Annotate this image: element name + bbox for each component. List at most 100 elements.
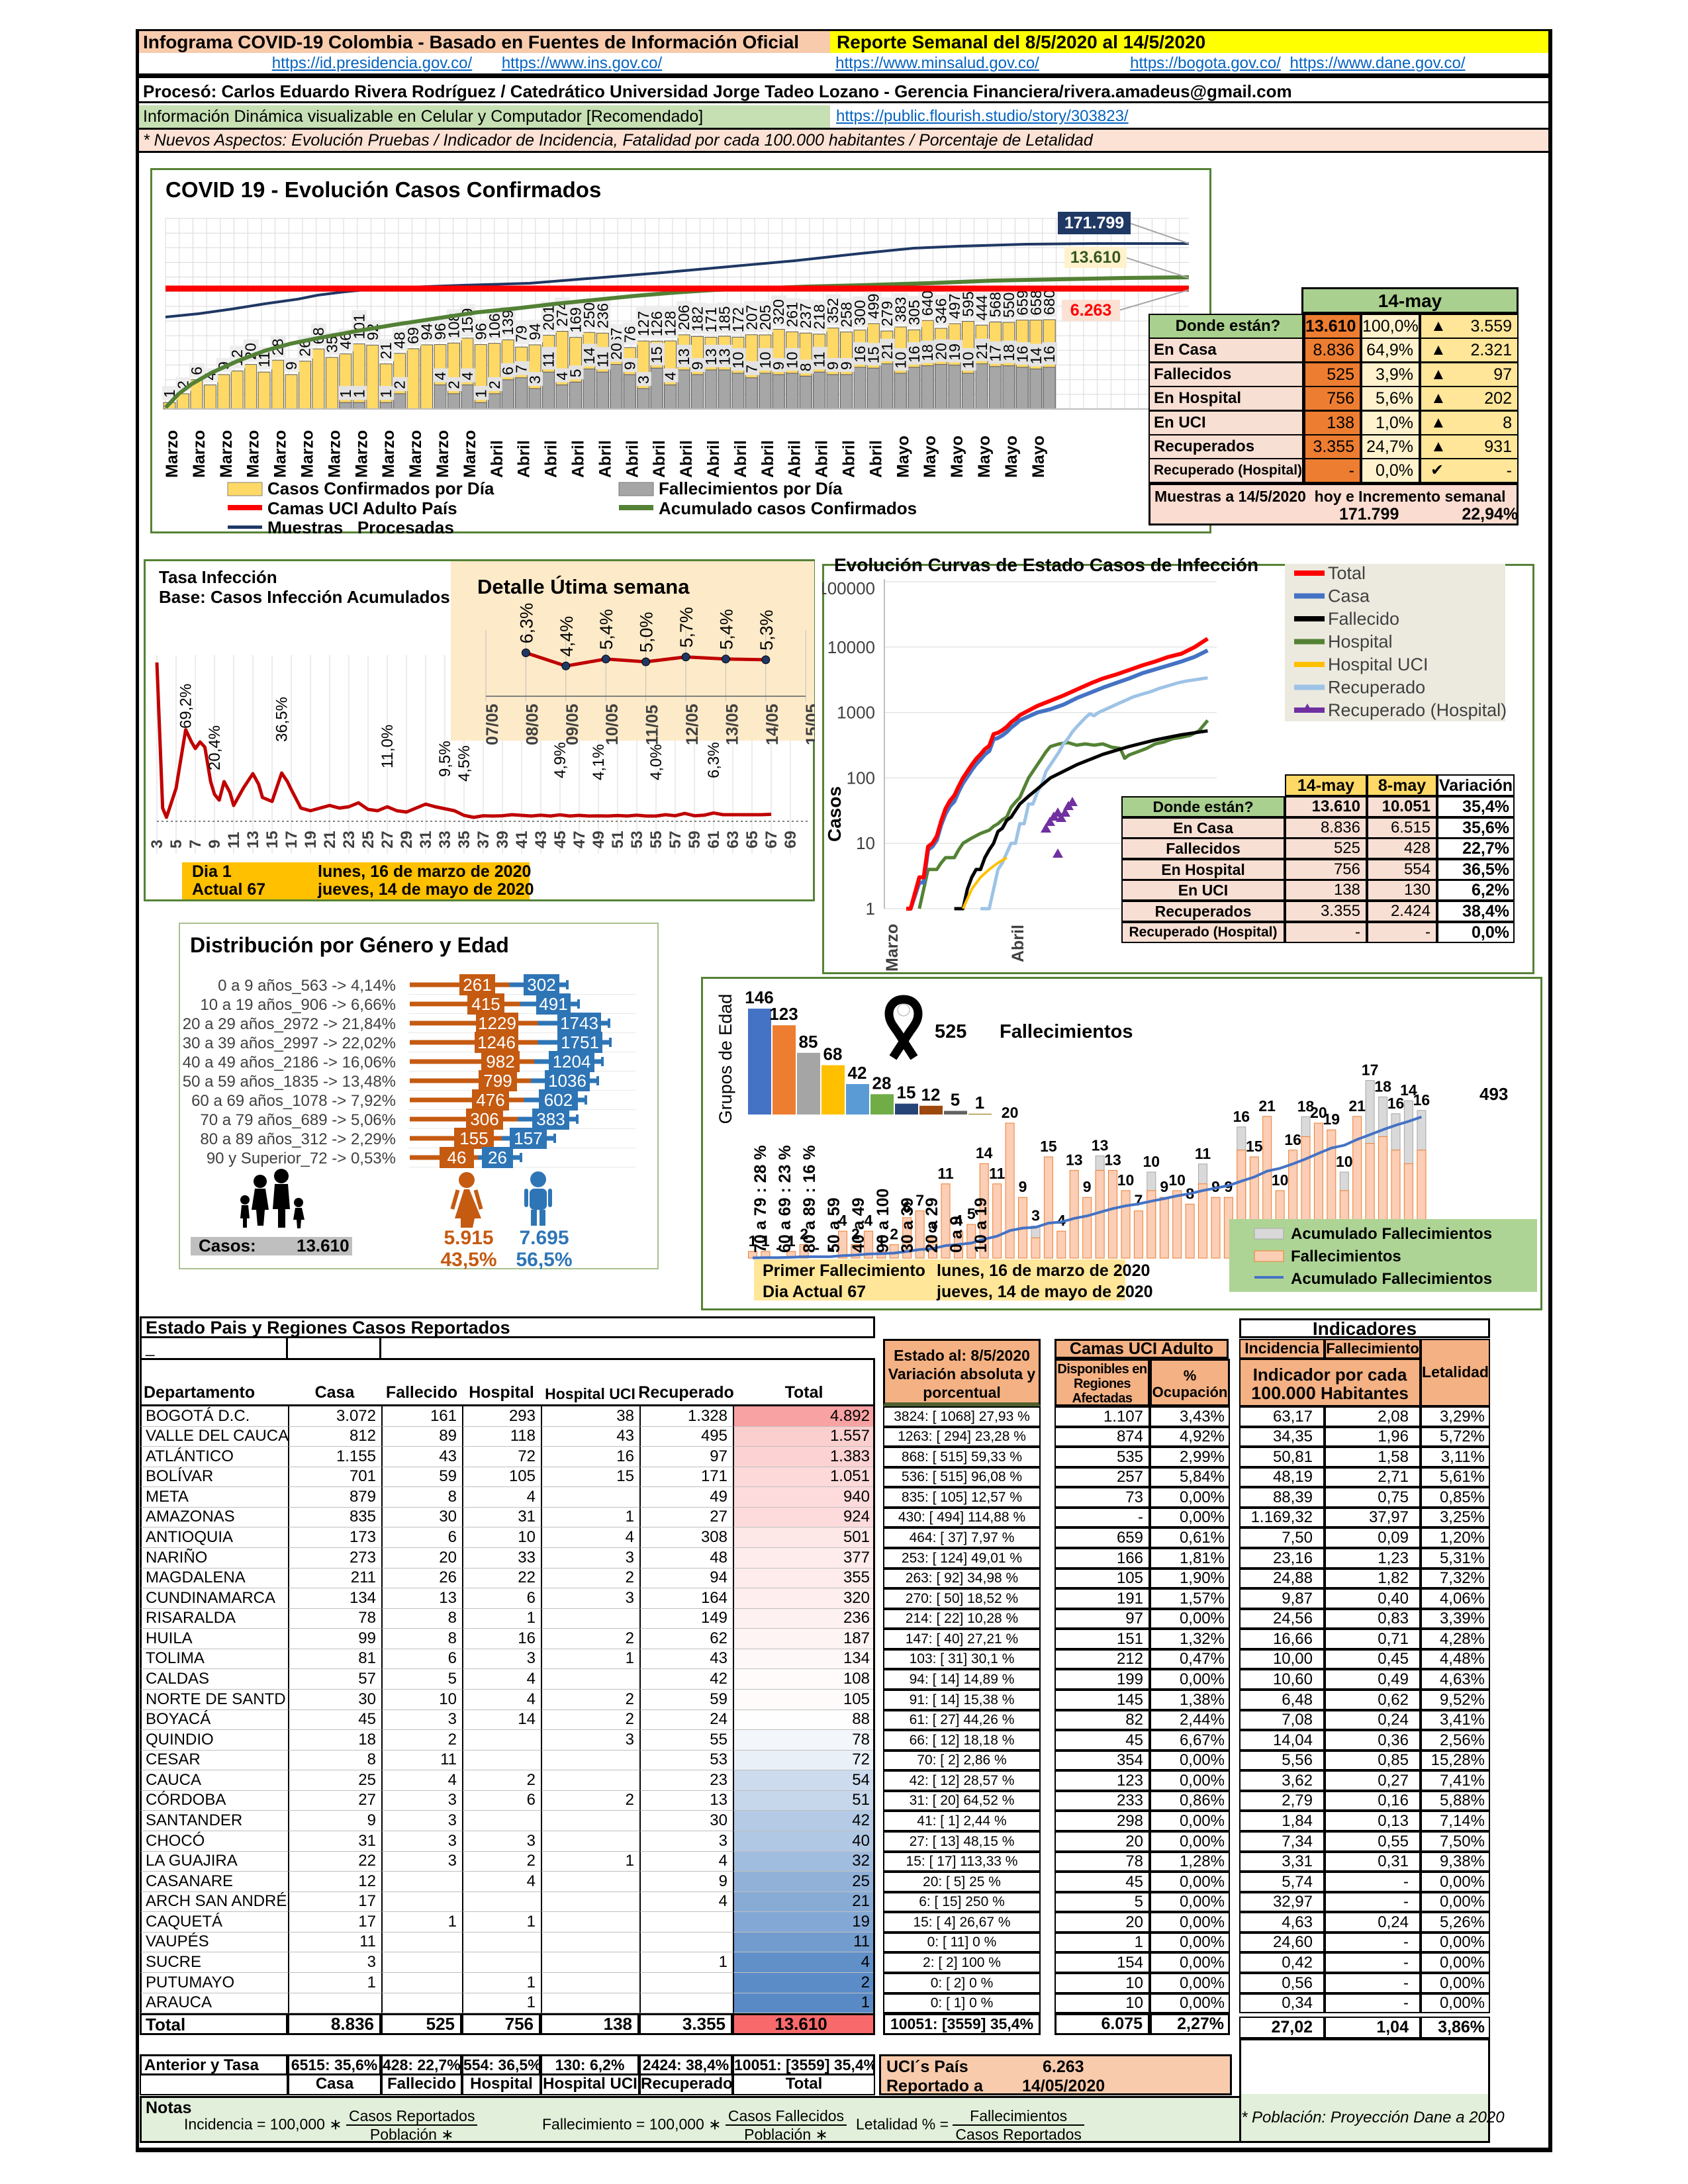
svg-text:36,5%: 36,5%	[273, 697, 291, 742]
svg-text:35: 35	[455, 831, 473, 848]
svg-text:100000: 100000	[822, 578, 875, 598]
svg-text:11: 11	[937, 1165, 954, 1182]
svg-text:Marzo: Marzo	[217, 430, 236, 478]
svg-text:Abril: Abril	[542, 440, 561, 478]
svg-text:7: 7	[513, 365, 530, 373]
svg-text:14: 14	[581, 347, 598, 365]
svg-text:1229: 1229	[478, 1013, 516, 1033]
svg-text:12/05: 12/05	[683, 704, 702, 745]
svg-text:602: 602	[544, 1090, 573, 1110]
svg-text:3: 3	[526, 375, 543, 384]
svg-text:57: 57	[667, 831, 684, 848]
svg-text:320: 320	[770, 299, 787, 324]
svg-text:lunes, 16 de marzo de 2020: lunes, 16 de marzo de 2020	[318, 862, 531, 881]
svg-text:155: 155	[459, 1128, 488, 1148]
svg-text:80 a 89 : 16 %: 80 a 89 : 16 %	[800, 1145, 819, 1253]
svg-text:16: 16	[1041, 345, 1058, 363]
svg-text:50 a 59: 50 a 59	[825, 1198, 843, 1253]
svg-text:96: 96	[432, 323, 449, 340]
svg-text:18: 18	[1000, 344, 1017, 361]
svg-text:Abril: Abril	[650, 440, 669, 478]
svg-text:476: 476	[476, 1090, 504, 1110]
svg-text:13: 13	[1092, 1136, 1109, 1154]
svg-text:4,0%: 4,0%	[647, 744, 665, 780]
svg-text:-: -	[827, 1239, 833, 1256]
svg-text:15: 15	[865, 347, 882, 364]
svg-text:Dia 1: Dia 1	[192, 862, 232, 881]
svg-text:13: 13	[675, 348, 692, 365]
svg-text:5,0%: 5,0%	[637, 612, 657, 653]
svg-text:15/05: 15/05	[803, 704, 815, 745]
svg-text:9: 9	[1160, 1178, 1168, 1195]
svg-text:15: 15	[1040, 1138, 1057, 1155]
svg-text:Abril: Abril	[677, 440, 696, 478]
svg-text:1: 1	[472, 389, 489, 398]
svg-text:11: 11	[1195, 1145, 1211, 1162]
svg-text:106: 106	[486, 313, 503, 338]
svg-text:Acumulado Fallecimientos: Acumulado Fallecimientos	[1291, 1225, 1492, 1243]
svg-text:Abril: Abril	[867, 440, 885, 478]
svg-text:525: 525	[935, 1021, 966, 1042]
svg-text:4: 4	[553, 372, 571, 381]
svg-text:Mayo: Mayo	[975, 435, 994, 478]
svg-text:Fallecimientos: Fallecimientos	[1000, 1021, 1133, 1042]
svg-text:Abril: Abril	[759, 440, 777, 478]
svg-text:21: 21	[973, 342, 990, 359]
svg-text:2: 2	[391, 381, 408, 389]
svg-text:7: 7	[743, 365, 760, 373]
svg-text:16: 16	[1233, 1108, 1250, 1125]
svg-text:11: 11	[256, 351, 273, 367]
svg-text:11: 11	[811, 351, 828, 367]
svg-text:27: 27	[379, 831, 397, 848]
svg-text:16: 16	[906, 345, 923, 363]
svg-text:595: 595	[960, 291, 977, 316]
svg-text:10: 10	[856, 833, 875, 853]
svg-text:Dia Actual 67: Dia Actual 67	[763, 1283, 866, 1301]
svg-text:Marzo: Marzo	[406, 430, 425, 478]
svg-text:279: 279	[878, 301, 896, 326]
svg-text:15: 15	[263, 831, 281, 848]
svg-text:8: 8	[797, 363, 814, 372]
svg-text:9: 9	[621, 361, 638, 370]
svg-text:21: 21	[1258, 1097, 1276, 1115]
svg-text:14/05: 14/05	[763, 704, 782, 745]
svg-text:14: 14	[976, 1144, 993, 1161]
svg-text:261: 261	[784, 302, 801, 327]
svg-text:6: 6	[499, 367, 516, 375]
svg-text:Camas UCI Adulto País: Camas UCI Adulto País	[267, 498, 457, 518]
svg-text:Mayo: Mayo	[921, 435, 939, 478]
svg-text:236: 236	[594, 303, 611, 328]
svg-text:Actual 67: Actual 67	[192, 880, 265, 899]
svg-text:4: 4	[432, 372, 449, 381]
svg-text:658: 658	[1027, 290, 1045, 315]
svg-text:11/05: 11/05	[643, 705, 662, 745]
svg-text:17: 17	[283, 831, 301, 848]
svg-text:Marzo: Marzo	[299, 430, 317, 478]
svg-text:94: 94	[418, 323, 436, 340]
svg-text:69: 69	[404, 327, 422, 344]
svg-text:1204: 1204	[553, 1052, 591, 1071]
svg-text:218: 218	[811, 304, 828, 329]
svg-text:207: 207	[743, 304, 760, 330]
svg-text:799: 799	[483, 1071, 512, 1091]
svg-text:5,4%: 5,4%	[596, 609, 616, 650]
svg-text:30 a 39: 30 a 39	[898, 1198, 917, 1253]
svg-text:0 a 9 años_563 -> 4,14%: 0 a 9 años_563 -> 4,14%	[218, 977, 396, 995]
svg-text:3: 3	[635, 375, 652, 384]
svg-text:13: 13	[716, 348, 733, 365]
svg-text:4,4%: 4,4%	[557, 616, 577, 657]
svg-text:Detalle Útima semana: Detalle Útima semana	[477, 574, 690, 598]
svg-text:65: 65	[743, 831, 761, 848]
svg-text:5: 5	[967, 1205, 976, 1222]
svg-text:Marzo: Marzo	[244, 430, 263, 478]
svg-text:6: 6	[188, 367, 205, 375]
svg-text:37: 37	[475, 831, 492, 848]
svg-text:Abril: Abril	[731, 440, 750, 478]
svg-text:12: 12	[921, 1085, 941, 1105]
svg-text:11: 11	[540, 351, 557, 367]
svg-text:2: 2	[851, 1226, 860, 1243]
svg-text:415: 415	[471, 994, 500, 1014]
svg-text:Casos Confirmados por Día: Casos Confirmados por Día	[267, 478, 494, 498]
svg-text:383: 383	[536, 1109, 565, 1129]
svg-text:Recuperado: Recuperado	[1328, 678, 1425, 698]
